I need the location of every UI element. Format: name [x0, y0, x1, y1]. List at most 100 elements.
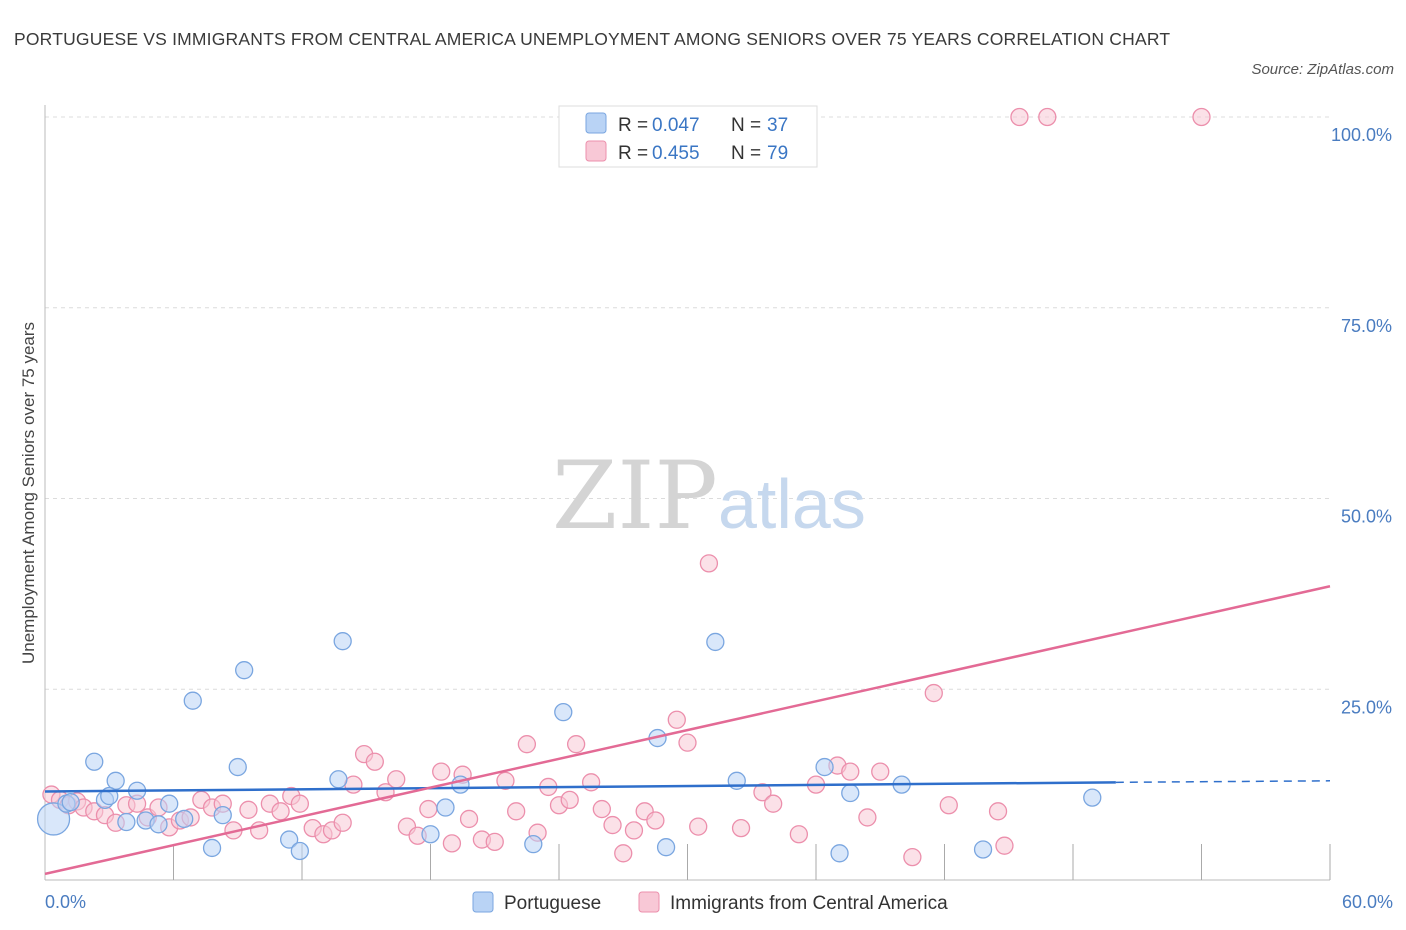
portuguese-point — [706, 632, 725, 652]
legend-n-label-portuguese: N = — [731, 115, 761, 136]
central-america-point — [517, 735, 537, 754]
portuguese-point — [554, 702, 573, 722]
legend-n-label-central-america: N = — [731, 143, 761, 164]
portuguese-point — [160, 794, 179, 813]
portuguese-point — [830, 844, 849, 863]
portuguese-point — [61, 793, 80, 812]
central-america-point — [689, 817, 708, 836]
portuguese-point — [815, 757, 834, 777]
central-america-point — [485, 832, 504, 851]
source-label: Source: ZipAtlas.com — [1251, 61, 1394, 78]
legend-r-value-portuguese: 0.047 — [652, 115, 700, 136]
y-tick-label: 50.0% — [1341, 507, 1392, 527]
central-america-point — [646, 811, 665, 830]
grid-lines — [45, 116, 1330, 690]
portuguese-point — [656, 838, 676, 857]
portuguese-point — [85, 752, 104, 771]
legend-r-label-central-america: R = — [618, 143, 648, 164]
portuguese-point — [329, 770, 348, 789]
portuguese-point — [841, 783, 860, 803]
central-america-point — [789, 825, 809, 844]
legend-n-value-portuguese: 37 — [767, 115, 788, 136]
portuguese-point — [202, 838, 222, 858]
central-america-point — [365, 752, 384, 771]
bottom-legend-central-america: Immigrants from Central America — [670, 893, 948, 914]
central-america-point — [603, 815, 622, 835]
central-america-point — [903, 847, 922, 867]
portuguese-point — [175, 809, 194, 829]
central-america-point — [333, 813, 352, 832]
central-america-point — [560, 790, 579, 810]
x-tick-label: 60.0% — [1342, 892, 1393, 912]
y-tick-label: 100.0% — [1331, 125, 1392, 145]
portuguese-point — [149, 815, 168, 834]
portuguese-point — [279, 830, 299, 849]
central-america-point — [731, 818, 751, 838]
legend-r-value-central-america: 0.455 — [652, 143, 700, 164]
central-america-point — [496, 771, 515, 790]
central-america-point — [432, 762, 451, 781]
portuguese-point — [213, 805, 232, 825]
x-tick-label: 0.0% — [45, 892, 86, 912]
y-tick-label: 75.0% — [1341, 316, 1392, 336]
central-america-point — [507, 802, 526, 821]
portuguese-point — [228, 757, 247, 777]
y-tick-labels: 25.0% 50.0% 75.0% 100.0% — [1331, 125, 1392, 717]
bottom-legend-portuguese: Portuguese — [504, 893, 601, 914]
central-america-point — [419, 799, 438, 819]
central-america-point — [988, 802, 1008, 821]
x-tick-labels: 0.0% 60.0% — [45, 892, 1393, 912]
central-america-point — [678, 733, 697, 752]
central-america-point — [459, 809, 479, 829]
central-america-point — [1038, 107, 1057, 127]
watermark-zip: ZIP — [552, 442, 718, 551]
chart-title: PORTUGUESE VS IMMIGRANTS FROM CENTRAL AM… — [14, 29, 1171, 49]
central-america-point — [566, 735, 586, 754]
central-america-point — [442, 834, 462, 853]
legend-r-label-portuguese: R = — [618, 115, 648, 136]
series-legend: Portuguese Immigrants from Central Ameri… — [472, 891, 948, 914]
central-america-point — [841, 762, 860, 781]
central-america-point — [271, 802, 290, 821]
central-america-point — [624, 821, 644, 840]
central-america-point — [239, 800, 258, 819]
central-america-trend-line — [44, 585, 1331, 876]
bottom-legend-swatch-central-america — [638, 891, 660, 913]
legend-swatch-central-america — [585, 140, 607, 162]
central-america-point — [753, 783, 772, 802]
correlation-legend: R = 0.047 N = 37 R = 0.455 N = 79 — [558, 105, 818, 168]
legend-swatch-portuguese — [585, 112, 607, 134]
central-america-point — [1010, 107, 1029, 127]
central-america-point — [995, 836, 1014, 855]
central-america-point — [764, 794, 783, 813]
portuguese-trend-line — [44, 781, 1116, 793]
portuguese-point — [436, 798, 455, 817]
portuguese-point — [106, 771, 125, 790]
central-america-point — [939, 796, 958, 815]
portuguese-point — [333, 632, 352, 651]
trend-lines — [44, 585, 1331, 876]
central-america-point — [924, 683, 943, 703]
axes — [44, 105, 1331, 881]
portuguese-point — [235, 661, 254, 680]
central-america-point — [592, 799, 611, 819]
central-america-point — [387, 770, 406, 789]
central-america-point — [871, 762, 890, 781]
portuguese-trend-extension — [1115, 780, 1331, 784]
central-america-point — [614, 844, 633, 863]
portuguese-point — [421, 825, 440, 844]
portuguese-point — [117, 812, 136, 832]
portuguese-point — [1083, 788, 1102, 807]
central-america-points — [42, 107, 1211, 867]
watermark-atlas: atlas — [718, 465, 866, 543]
bottom-legend-swatch-portuguese — [472, 891, 494, 913]
portuguese-point — [290, 841, 310, 861]
central-america-point — [290, 794, 310, 813]
portuguese-point — [973, 840, 993, 859]
central-america-point — [581, 773, 601, 792]
central-america-point — [667, 710, 686, 729]
portuguese-point — [183, 691, 202, 710]
y-tick-label: 25.0% — [1341, 697, 1392, 717]
legend-n-value-central-america: 79 — [767, 143, 788, 164]
portuguese-point — [524, 834, 543, 854]
